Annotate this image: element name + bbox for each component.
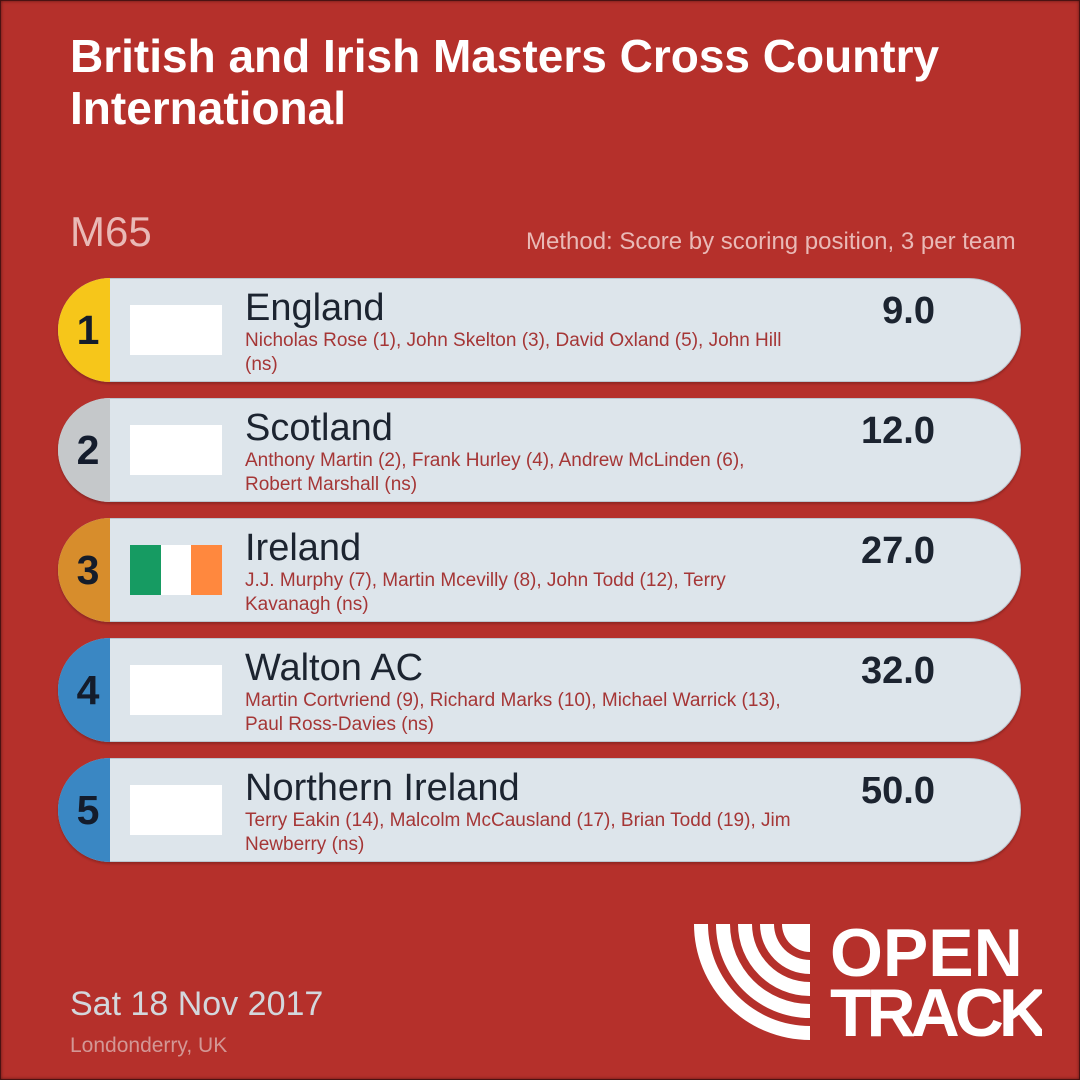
svg-text:TRACK: TRACK: [830, 975, 1042, 1048]
